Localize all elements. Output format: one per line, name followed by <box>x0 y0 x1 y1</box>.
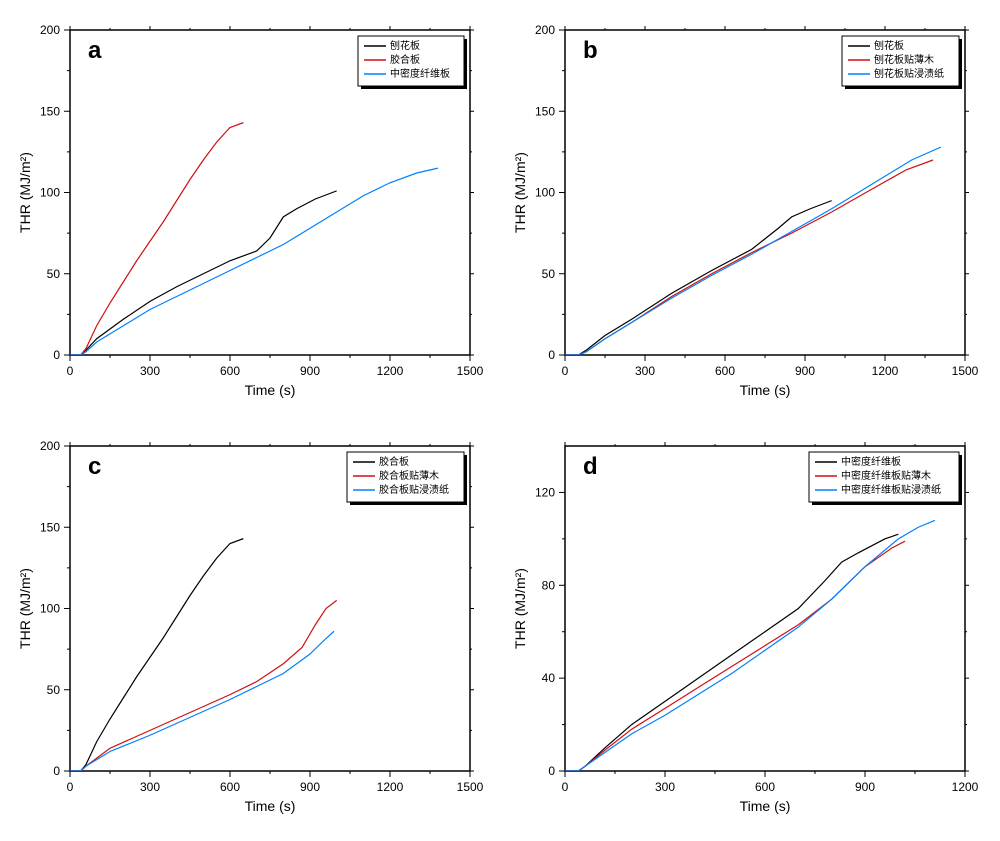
legend-label: 中密度纤维板贴薄木 <box>841 469 931 482</box>
series-line <box>565 201 832 355</box>
legend-label: 刨花板贴薄木 <box>874 53 934 66</box>
x-tick-label: 300 <box>635 364 655 378</box>
x-tick-label: 1200 <box>377 364 404 378</box>
panel-c: 0 300 600 900 1200 1500 0 50 100 150 200 Time (s) TH… <box>10 426 495 832</box>
legend-label: 刨花板 <box>390 39 420 52</box>
y-tick-label: 150 <box>535 104 555 118</box>
x-tick-label: 600 <box>220 364 240 378</box>
y-tick-label: 100 <box>535 186 555 200</box>
series-line <box>70 191 337 355</box>
x-tick-label: 900 <box>300 780 320 794</box>
x-axis-label: Time (s) <box>245 382 296 398</box>
x-axis-label: Time (s) <box>740 382 791 398</box>
chart-grid: 030060090012001500050100150200Time (s)TH… <box>0 0 1000 841</box>
x-tick-label: 1500 <box>457 780 484 794</box>
x-tick-label: 900 <box>795 364 815 378</box>
x-tick-label: 1200 <box>377 780 404 794</box>
legend-label: 刨花板贴浸渍纸 <box>874 67 944 80</box>
x-tick-label: 1500 <box>457 364 484 378</box>
y-tick-label: 200 <box>40 23 60 37</box>
series-line <box>70 123 243 355</box>
series-line <box>70 538 243 770</box>
x-tick-label: 600 <box>715 364 735 378</box>
x-tick-label: 300 <box>140 780 160 794</box>
x-tick-label: 900 <box>300 364 320 378</box>
y-tick-label: 0 <box>548 764 555 778</box>
y-tick-label: 100 <box>40 186 60 200</box>
panel-letter: a <box>88 37 102 64</box>
x-tick-label: 0 <box>67 780 74 794</box>
legend-label: 中密度纤维板 <box>841 455 901 468</box>
series-line <box>565 520 935 771</box>
x-tick-label: 300 <box>140 364 160 378</box>
x-tick-label: 1200 <box>872 364 899 378</box>
y-tick-label: 0 <box>53 348 60 362</box>
series-line <box>70 600 337 771</box>
x-tick-label: 1500 <box>952 364 979 378</box>
y-tick-label: 150 <box>40 104 60 118</box>
series-line <box>70 631 334 771</box>
panel-a: 0 300 600 900 1200 1500 0 50 100 150 200 Time (s) TH… <box>10 10 495 416</box>
y-tick-label: 200 <box>535 23 555 37</box>
y-tick-label: 150 <box>40 520 60 534</box>
y-axis-label: THR (MJ/m²) <box>512 568 528 649</box>
legend-label: 胶合板贴薄木 <box>379 469 439 482</box>
x-tick-label: 0 <box>562 364 569 378</box>
y-tick-label: 0 <box>53 764 60 778</box>
series-line <box>565 541 905 771</box>
series-line <box>70 168 438 355</box>
x-tick-label: 0 <box>562 780 569 794</box>
panel-letter: c <box>88 453 101 480</box>
legend-label: 胶合板 <box>390 53 420 66</box>
x-tick-label: 1200 <box>952 780 979 794</box>
x-axis-label: Time (s) <box>245 798 296 814</box>
x-axis-label: Time (s) <box>740 798 791 814</box>
panel-letter: b <box>583 37 598 64</box>
legend-label: 中密度纤维板贴浸渍纸 <box>841 483 941 496</box>
y-tick-label: 50 <box>47 267 61 281</box>
y-tick-label: 120 <box>535 485 555 499</box>
legend-label: 胶合板贴浸渍纸 <box>379 483 449 496</box>
legend-label: 刨花板 <box>874 39 904 52</box>
y-tick-label: 100 <box>40 601 60 615</box>
x-tick-label: 600 <box>220 780 240 794</box>
panel-b: 0 300 600 900 1200 1500 0 50 100 150 200 Time (s) TH… <box>505 10 990 416</box>
series-line <box>565 534 898 771</box>
series-line <box>565 147 941 355</box>
y-axis-label: THR (MJ/m²) <box>17 152 33 233</box>
y-axis-label: THR (MJ/m²) <box>17 568 33 649</box>
y-tick-label: 50 <box>47 682 61 696</box>
panel-d: 0 300 600 900 1200 0 40 80 120 Time (s) THR (MJ/m²… <box>505 426 990 832</box>
y-tick-label: 50 <box>542 267 556 281</box>
x-tick-label: 900 <box>855 780 875 794</box>
legend-label: 中密度纤维板 <box>390 67 450 80</box>
y-tick-label: 40 <box>542 671 556 685</box>
panel-letter: d <box>583 453 598 480</box>
y-tick-label: 80 <box>542 578 556 592</box>
y-axis-label: THR (MJ/m²) <box>512 152 528 233</box>
x-tick-label: 300 <box>655 780 675 794</box>
y-tick-label: 0 <box>548 348 555 362</box>
y-tick-label: 200 <box>40 439 60 453</box>
legend-label: 胶合板 <box>379 455 409 468</box>
x-tick-label: 600 <box>755 780 775 794</box>
x-tick-label: 0 <box>67 364 74 378</box>
